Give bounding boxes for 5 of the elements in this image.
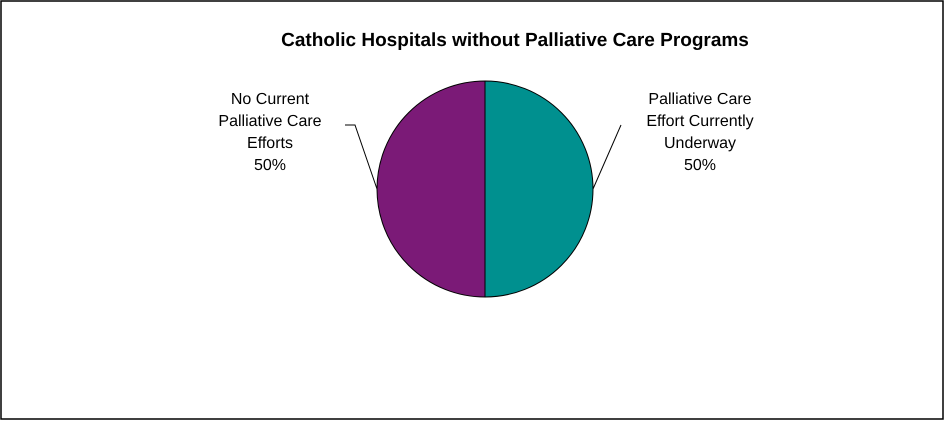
chart-title: Catholic Hospitals without Palliative Care Programs <box>281 30 749 51</box>
slice-label: Palliative Care Effort Currently Underway <box>646 91 754 152</box>
slice-label: No Current Palliative Care Efforts <box>218 91 322 152</box>
data-label: 50% <box>254 157 286 174</box>
data-label: 50% <box>684 157 716 174</box>
